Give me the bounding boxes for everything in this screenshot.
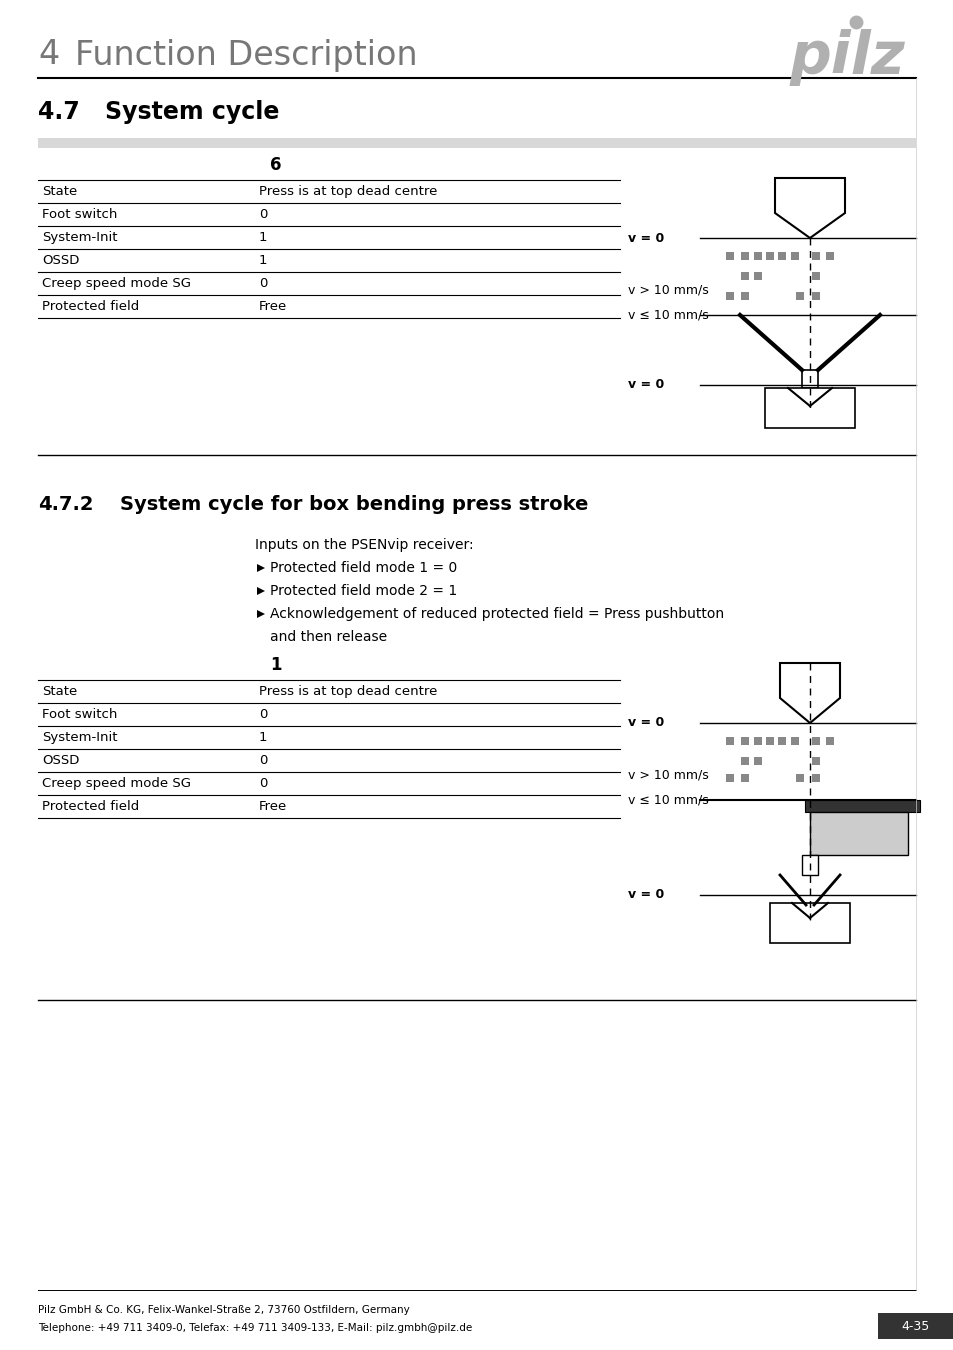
Text: Protected field: Protected field [42,801,139,813]
Bar [769,903,849,944]
Bar [740,271,748,279]
Text: Press is at top dead centre: Press is at top dead centre [258,185,436,198]
Text: Creep speed mode SG: Creep speed mode SG [42,277,191,290]
Bar [38,138,915,148]
Bar [811,757,820,765]
Text: State: State [42,185,77,198]
Text: OSSD: OSSD [42,254,79,267]
Bar [790,737,799,745]
Bar [811,774,820,782]
Text: 4.7.2: 4.7.2 [38,495,93,514]
Polygon shape [256,564,265,572]
Bar [825,252,833,261]
Bar [790,252,799,261]
Bar [811,271,820,279]
Text: Free: Free [258,300,287,313]
Text: v = 0: v = 0 [627,717,663,729]
Bar [809,811,907,855]
Text: Pilz GmbH & Co. KG, Felix-Wankel-Straße 2, 73760 Ostfildern, Germany: Pilz GmbH & Co. KG, Felix-Wankel-Straße … [38,1305,410,1315]
Bar [740,252,748,261]
Bar [740,757,748,765]
Text: System cycle: System cycle [105,100,279,124]
Bar [825,737,833,745]
Bar [740,292,748,300]
Text: Protected field: Protected field [42,300,139,313]
Bar [740,774,748,782]
Text: 4: 4 [38,39,59,72]
Text: 1: 1 [258,730,267,744]
Text: System-Init: System-Init [42,231,117,244]
Text: System-Init: System-Init [42,730,117,744]
Bar [877,1314,953,1339]
Text: Creep speed mode SG: Creep speed mode SG [42,778,191,790]
Text: v > 10 mm/s: v > 10 mm/s [627,768,708,782]
Text: v = 0: v = 0 [627,378,663,392]
Bar [764,387,854,428]
Text: 0: 0 [258,707,267,721]
Bar [725,737,733,745]
Text: Press is at top dead centre: Press is at top dead centre [258,684,436,698]
Bar [753,737,761,745]
Text: Foot switch: Foot switch [42,208,117,221]
Bar [811,252,820,261]
Text: Acknowledgement of reduced protected field = Press pushbutton: Acknowledgement of reduced protected fie… [270,608,723,621]
Bar [778,737,785,745]
Text: 1: 1 [258,231,267,244]
Text: and then release: and then release [270,630,387,644]
Bar [740,737,748,745]
Text: 0: 0 [258,755,267,767]
Bar [801,370,817,387]
Text: 1: 1 [270,656,281,674]
Text: Protected field mode 2 = 1: Protected field mode 2 = 1 [270,585,456,598]
Text: Foot switch: Foot switch [42,707,117,721]
Text: v = 0: v = 0 [627,231,663,244]
Text: v = 0: v = 0 [627,888,663,902]
Bar [811,737,820,745]
Bar [725,774,733,782]
Text: 0: 0 [258,208,267,221]
Text: v ≤ 10 mm/s: v ≤ 10 mm/s [627,794,708,806]
Bar [804,801,919,811]
Bar [795,292,803,300]
Bar [765,252,773,261]
Text: Protected field mode 1 = 0: Protected field mode 1 = 0 [270,562,456,575]
Text: OSSD: OSSD [42,755,79,767]
Text: pilz: pilz [788,30,904,86]
Text: State: State [42,684,77,698]
Bar [801,855,817,875]
Polygon shape [256,587,265,595]
Bar [725,292,733,300]
Text: Telephone: +49 711 3409-0, Telefax: +49 711 3409-133, E-Mail: pilz.gmbh@pilz.de: Telephone: +49 711 3409-0, Telefax: +49 … [38,1323,472,1332]
Text: Inputs on the PSENvip receiver:: Inputs on the PSENvip receiver: [254,539,473,552]
Bar [753,757,761,765]
Bar [765,737,773,745]
Text: 4.7: 4.7 [38,100,80,124]
Bar [778,252,785,261]
Polygon shape [256,610,265,618]
Text: 4-35: 4-35 [901,1319,929,1332]
Text: System cycle for box bending press stroke: System cycle for box bending press strok… [120,495,588,514]
Bar [795,774,803,782]
Text: Function Description: Function Description [75,39,417,72]
Bar [725,252,733,261]
Text: 0: 0 [258,778,267,790]
Text: Free: Free [258,801,287,813]
Bar [811,292,820,300]
Text: v > 10 mm/s: v > 10 mm/s [627,284,708,297]
Bar [753,252,761,261]
Bar [753,271,761,279]
Text: 1: 1 [258,254,267,267]
Text: 6: 6 [270,157,281,174]
Text: v ≤ 10 mm/s: v ≤ 10 mm/s [627,309,708,321]
Text: 0: 0 [258,277,267,290]
